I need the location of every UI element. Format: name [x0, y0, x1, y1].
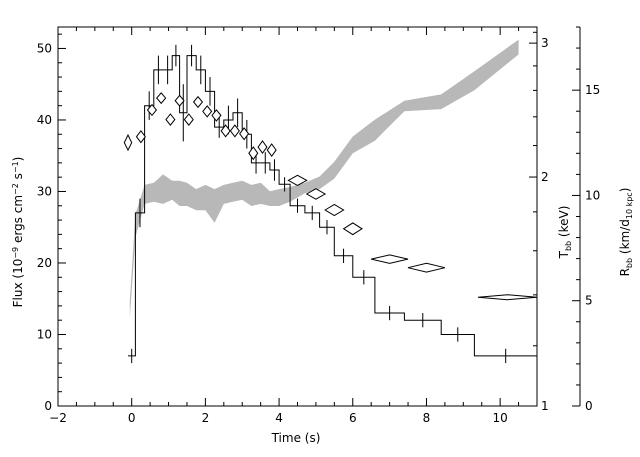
y-outer-right-tick-label: 10	[585, 188, 600, 202]
x-tick-label: 10	[493, 411, 508, 425]
temperature-diamond	[239, 127, 250, 141]
temperature-diamond	[342, 222, 363, 236]
temperature-diamond	[211, 109, 222, 122]
y-left-tick-label: 20	[37, 256, 52, 270]
y-left-tick-label: 10	[37, 327, 52, 341]
y-left-tick-label: 50	[37, 41, 52, 55]
temperature-diamond	[324, 203, 345, 217]
y-outer-right-tick-label: 5	[585, 294, 593, 308]
temperature-diamond	[257, 140, 268, 155]
temperature-diamond	[123, 133, 133, 152]
y-inner-right-tick-label: 1	[541, 399, 549, 413]
radius-band-layer	[129, 39, 519, 318]
y-left-tick-label: 40	[37, 113, 52, 127]
temperature-diamond	[371, 254, 409, 264]
y-left-tick-label: 0	[44, 399, 52, 413]
y-outer-right-tick-label: 0	[585, 399, 593, 413]
temperature-diamond	[156, 92, 167, 105]
temperature-diamond	[202, 105, 213, 118]
y-outer-right-axis-title: Rbb (km/d10 kpc)	[618, 188, 634, 277]
temperature-diamond	[477, 294, 538, 301]
y-inner-right-tick-label: 3	[541, 36, 549, 50]
x-tick-label: 0	[128, 411, 136, 425]
temperature-diamond	[135, 129, 146, 144]
y-inner-right-axis-title: Tbb (keV)	[557, 206, 573, 260]
x-tick-label: −2	[49, 411, 67, 425]
x-axis-title: Time (s)	[271, 431, 321, 445]
y-left-axis-title: Flux (10−9 ergs cm−2 s−1)	[11, 157, 25, 308]
temperature-diamond	[183, 113, 194, 127]
x-ticks: −2 0 2 4 6 8 10	[49, 27, 538, 425]
y-left-tick-label: 30	[37, 184, 52, 198]
temperature-diamond	[287, 174, 308, 186]
temperature-diamond	[229, 124, 240, 138]
temperature-diamond	[407, 262, 446, 273]
x-tick-label: 2	[202, 411, 210, 425]
y-outer-right-ticks: 0 5 10 15	[572, 26, 600, 413]
y-left-ticks: 0 10 20 30 40 50	[37, 33, 66, 413]
y-outer-right-tick-label: 15	[585, 83, 600, 97]
temperature-diamond	[248, 146, 259, 161]
temperature-diamond	[266, 143, 277, 158]
radius-band	[129, 39, 519, 318]
temperature-diamond	[192, 95, 204, 109]
temperature-diamond	[146, 103, 158, 117]
x-tick-label: 6	[349, 411, 357, 425]
x-tick-label: 8	[423, 411, 431, 425]
temperature-diamond	[165, 113, 176, 127]
y-inner-right-tick-label: 2	[541, 170, 549, 184]
temperature-diamond-layer	[123, 92, 538, 301]
temperature-diamond	[174, 94, 185, 107]
y-inner-right-ticks: 1 2 3	[529, 31, 549, 413]
x-tick-label: 4	[275, 411, 283, 425]
temperature-diamond	[305, 188, 327, 200]
